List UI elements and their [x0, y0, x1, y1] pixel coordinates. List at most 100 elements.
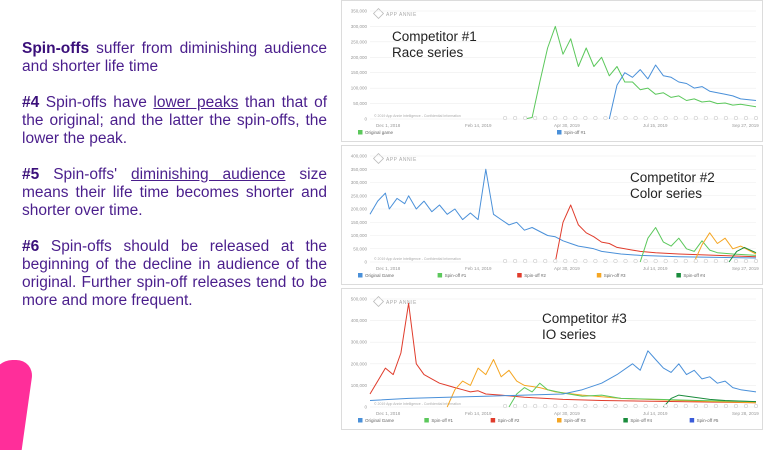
chart-label-competitor-1: Competitor #1 Race series: [392, 29, 477, 61]
copyright-text: © 2019 App Annie Intelligence - Confiden…: [374, 114, 461, 118]
event-marker: [613, 115, 618, 121]
point-6-text: Spin-offs should be released at the begi…: [22, 238, 327, 309]
y-tick-label: 200,000: [351, 207, 368, 212]
chart-competitor-1: APP ANNIE 350,000 300,000 250,000 200,000 150…: [351, 7, 759, 135]
series-line: [369, 302, 757, 404]
event-marker: [723, 115, 728, 121]
event-marker: [633, 258, 638, 264]
event-marker: [663, 403, 668, 409]
x-tick-label: Feb 14, 2019: [465, 266, 492, 271]
event-marker: [503, 403, 508, 409]
event-marker: [523, 403, 528, 409]
event-marker: [703, 403, 708, 409]
point-4-number: #4: [22, 94, 40, 111]
legend-swatch: [557, 418, 562, 423]
legend-swatch: [358, 273, 363, 278]
y-tick-label: 50,000: [353, 246, 367, 251]
event-marker: [723, 258, 728, 264]
event-marker: [613, 258, 618, 264]
event-marker: [733, 258, 738, 264]
y-tick-label: 300,000: [351, 24, 368, 29]
event-marker: [683, 115, 688, 121]
event-marker: [703, 258, 708, 264]
event-marker: [753, 115, 759, 121]
y-tick-label: 300,000: [351, 340, 368, 345]
brand-logo-icon: [372, 295, 385, 308]
x-tick-label: Feb 14, 2019: [465, 411, 492, 416]
legend-label: Spin-off #4: [630, 418, 652, 423]
chart-label-subtitle: Color series: [630, 186, 703, 201]
event-marker: [643, 403, 648, 409]
copyright-text: © 2019 App Annie Intelligence - Confiden…: [374, 257, 461, 261]
y-tick-label: 200,000: [351, 55, 368, 60]
event-marker: [673, 403, 678, 409]
chart-label-title: Competitor #1: [392, 29, 477, 44]
legend-swatch: [596, 273, 602, 278]
chart-label-title: Competitor #2: [630, 170, 715, 185]
event-marker: [623, 258, 628, 264]
event-marker: [583, 403, 588, 409]
x-tick-label: Feb 14, 2019: [465, 123, 492, 128]
x-tick-label: Jul 14, 2019: [643, 266, 668, 271]
legend-swatch: [437, 273, 443, 278]
legend-label: Spin-off #2: [524, 273, 546, 278]
series-line: [369, 350, 757, 401]
legend-label: Spin-off #5: [697, 418, 719, 423]
point-6-number: #6: [22, 238, 40, 255]
point-5-pre: Spin-offs': [39, 166, 132, 183]
y-tick-label: 0: [364, 260, 367, 265]
brand-label: APP ANNIE: [386, 12, 417, 18]
x-tick-label: Sep 27, 2019: [732, 123, 759, 128]
event-marker: [673, 258, 678, 264]
x-tick-label: Jul 15, 2019: [643, 123, 668, 128]
chart-panel-competitor-3: APP ANNIE 500,000 400,000 300,000 200,000 100…: [341, 288, 763, 430]
event-marker: [543, 258, 548, 264]
series-line: [639, 227, 757, 263]
y-tick-label: 400,000: [351, 318, 368, 323]
x-tick-label: Apr 30, 2019: [554, 266, 580, 271]
y-tick-label: 0: [364, 405, 367, 410]
event-marker: [673, 115, 678, 121]
x-tick-label: Dec 1, 2018: [376, 411, 401, 416]
y-tick-label: 500,000: [351, 297, 368, 302]
event-marker: [733, 115, 738, 121]
event-marker: [513, 115, 518, 121]
event-marker: [633, 115, 638, 121]
event-marker: [503, 258, 508, 264]
y-tick-label: 200,000: [351, 361, 368, 366]
legend-label: Spin-off #3: [604, 273, 626, 278]
event-marker: [713, 258, 718, 264]
chart-panel-competitor-1: APP ANNIE 350,000 300,000 250,000 200,000 150…: [341, 0, 763, 142]
event-marker: [563, 115, 568, 121]
event-marker: [573, 115, 578, 121]
event-marker: [553, 403, 558, 409]
paragraph-summary: Spin-offs suffer from diminishing audien…: [22, 40, 327, 76]
event-marker: [553, 115, 558, 121]
legend-swatch: [557, 130, 562, 135]
event-marker: [743, 403, 749, 409]
chart-label-subtitle: Race series: [392, 45, 464, 60]
point-5-number: #5: [22, 166, 40, 183]
x-tick-label: Sep 28, 2019: [732, 411, 759, 416]
legend-label: Spin-off #2: [498, 418, 520, 423]
point-4-pre: Spin-offs have: [39, 94, 154, 111]
event-marker: [643, 258, 648, 264]
event-marker: [733, 403, 738, 409]
y-tick-label: 0: [364, 117, 367, 122]
point-5-underline: diminishing audience: [131, 166, 286, 183]
event-marker: [713, 403, 718, 409]
event-marker: [563, 258, 568, 264]
event-marker: [593, 115, 598, 121]
x-tick-label: Sep 27, 2019: [732, 266, 759, 271]
event-marker: [753, 258, 759, 264]
event-marker: [603, 115, 608, 121]
event-marker: [653, 115, 658, 121]
event-marker: [523, 115, 528, 121]
brand-logo-icon: [372, 7, 385, 20]
event-marker: [533, 403, 538, 409]
event-marker: [563, 403, 568, 409]
event-marker: [713, 115, 718, 121]
legend-swatch: [358, 418, 363, 423]
event-marker: [523, 258, 528, 264]
legend-swatch: [676, 273, 681, 278]
